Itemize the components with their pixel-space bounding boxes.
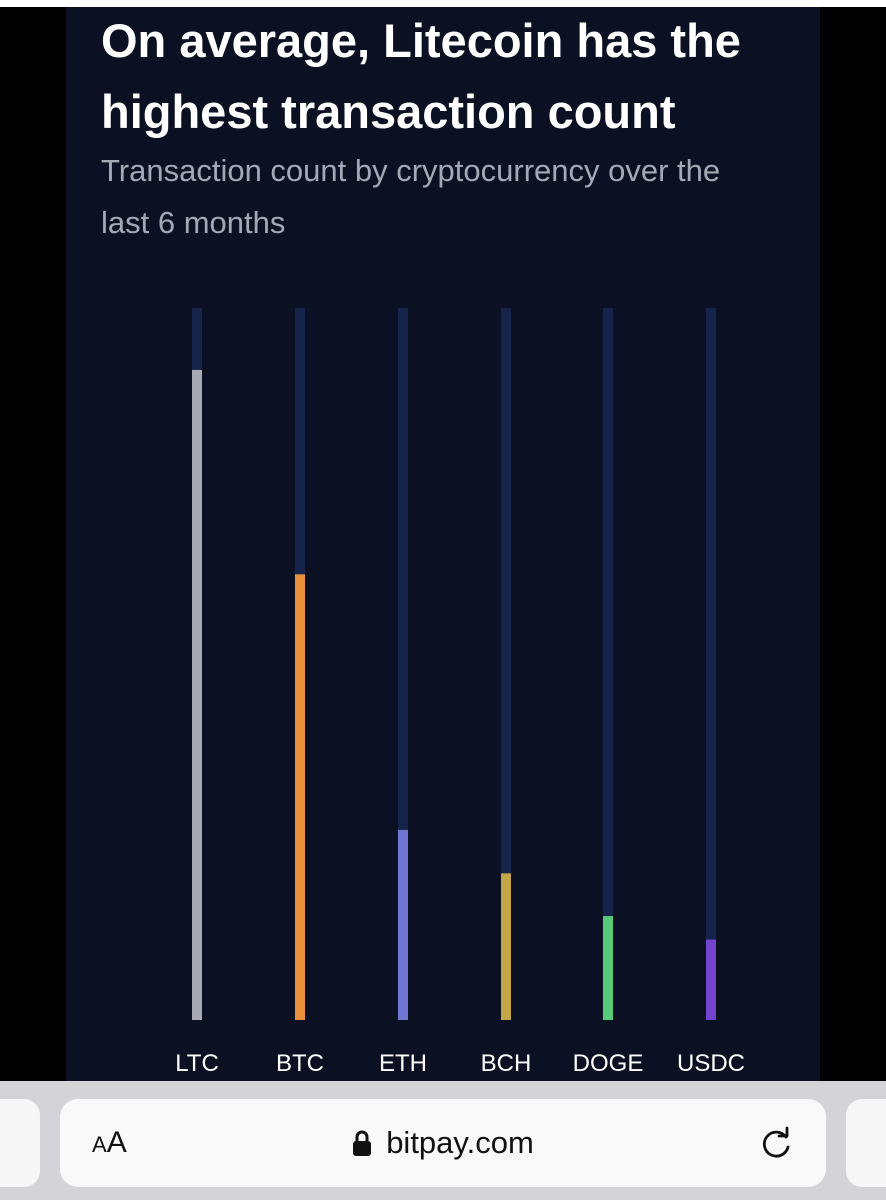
chart-card: On average, Litecoin has the highest tra… bbox=[66, 7, 820, 1081]
bar-usdc bbox=[706, 939, 716, 1020]
chart-title: On average, Litecoin has the highest tra… bbox=[101, 14, 741, 138]
browser-toolbar: AA bitpay.com bbox=[0, 1081, 886, 1200]
category-label-btc: BTC bbox=[276, 1050, 324, 1077]
bar-bch bbox=[501, 873, 511, 1020]
bar-track-bch bbox=[501, 308, 511, 1020]
category-label-doge: DOGE bbox=[573, 1050, 644, 1077]
url-text: bitpay.com bbox=[386, 1125, 534, 1160]
text-size-big-glyph: A bbox=[106, 1126, 127, 1159]
category-label-usdc: USDC bbox=[677, 1050, 745, 1077]
category-label-bch: BCH bbox=[481, 1050, 532, 1077]
text-size-small-glyph: A bbox=[92, 1132, 107, 1157]
category-label-ltc: LTC bbox=[175, 1050, 219, 1077]
lock-icon bbox=[353, 1130, 372, 1156]
url-display[interactable]: bitpay.com bbox=[60, 1121, 826, 1165]
bar-doge bbox=[603, 916, 613, 1020]
text-size-button[interactable]: AA bbox=[92, 1121, 127, 1165]
bar-ltc bbox=[192, 369, 202, 1021]
bar-eth bbox=[398, 829, 408, 1020]
category-label-eth: ETH bbox=[379, 1050, 427, 1077]
top-edge bbox=[0, 0, 886, 7]
address-bar[interactable]: AA bitpay.com bbox=[60, 1099, 826, 1187]
bar-btc bbox=[295, 574, 305, 1020]
bar-track-usdc bbox=[706, 308, 716, 1020]
bar-track-doge bbox=[603, 308, 613, 1020]
next-tab-preview[interactable] bbox=[846, 1099, 886, 1187]
previous-tab-preview[interactable] bbox=[0, 1099, 40, 1187]
bar-chart: LTC BTC ETH BCH DOGE USDC bbox=[175, 308, 745, 1077]
bar-track-eth bbox=[398, 308, 408, 1020]
reload-icon[interactable] bbox=[758, 1126, 794, 1162]
chart-subtitle: Transaction count by cryptocurrency over… bbox=[101, 153, 721, 240]
